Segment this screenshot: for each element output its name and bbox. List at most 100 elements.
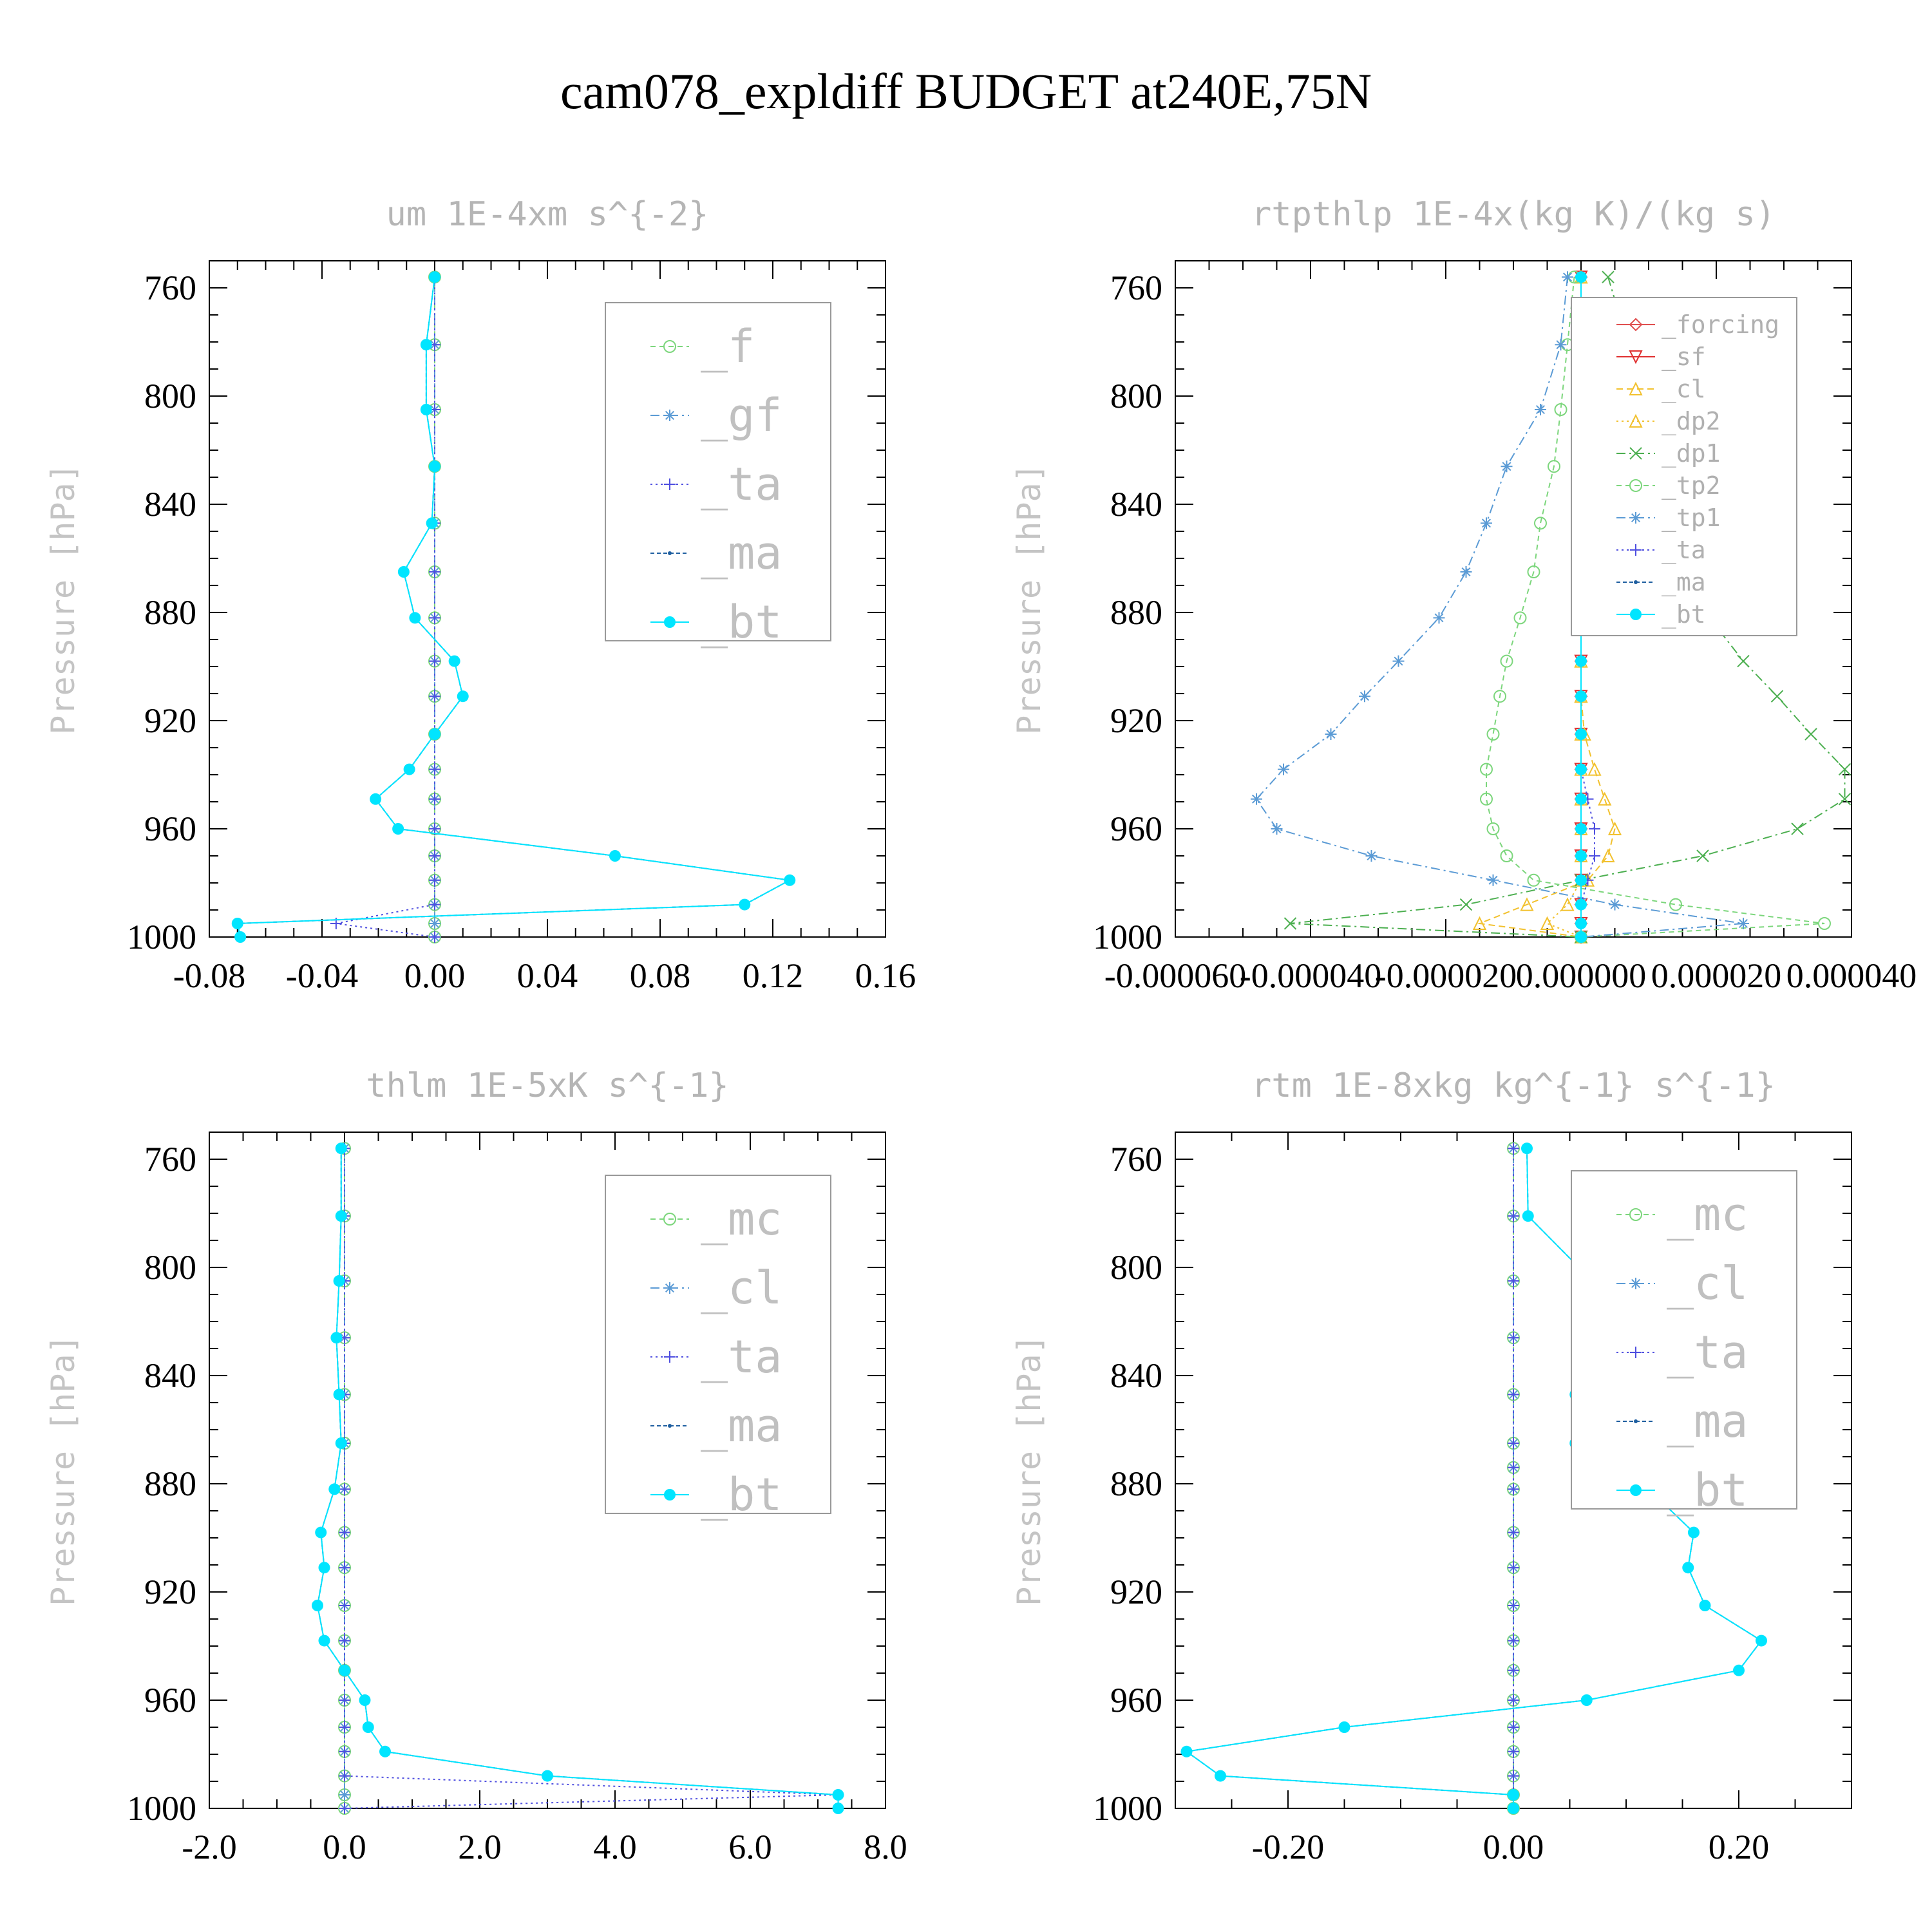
y-tick-label: 920 (1110, 701, 1162, 740)
series-line-bt (236, 277, 792, 938)
data-point-bt (1733, 1664, 1745, 1676)
x-tick-label: -0.08 (173, 956, 245, 995)
data-point-dp1 (1283, 917, 1297, 930)
data-point-bt (1508, 1803, 1519, 1814)
data-point-ta (429, 793, 440, 805)
data-point-ta (429, 612, 440, 624)
data-point-tp1 (1251, 793, 1262, 805)
legend-marker (668, 551, 672, 555)
x-tick-label: 0.04 (517, 956, 578, 995)
data-point-dp2 (1540, 916, 1555, 930)
legend-box (605, 1175, 831, 1514)
panel-title: thlm 1E-5xK s^{-1} (366, 1066, 729, 1105)
data-point-ta (1589, 823, 1600, 835)
data-point-ta (1508, 1562, 1519, 1574)
data-point-bt (1699, 1600, 1711, 1611)
legend-marker (664, 478, 676, 490)
data-point-tp1 (1433, 612, 1445, 624)
data-point-bt (1575, 931, 1587, 943)
data-point-bt (429, 460, 440, 473)
data-point-bt (1575, 874, 1587, 886)
data-point-ta (339, 1745, 350, 1757)
data-point-ta (1508, 1437, 1519, 1449)
data-point-tp2 (1818, 917, 1831, 930)
data-point-ta (339, 1721, 350, 1733)
data-point-tp2 (1534, 516, 1547, 530)
data-point-tp1 (1392, 655, 1405, 667)
legend-marker (1634, 1419, 1638, 1423)
data-point-ta (339, 1600, 350, 1611)
data-point-ta (339, 1770, 350, 1782)
legend-marker (1629, 317, 1643, 332)
y-axis-label: Pressure [hPa] (44, 1334, 82, 1605)
x-tick-label: 0.12 (743, 956, 804, 995)
data-point-tp1 (1271, 823, 1283, 835)
y-tick-label: 880 (144, 1464, 196, 1503)
data-point-ta (1508, 1275, 1519, 1287)
data-point-bt (1756, 1634, 1767, 1647)
legend-label: _mc (1667, 1188, 1748, 1241)
data-point-tp2 (1480, 792, 1493, 806)
data-point-tp1 (1555, 339, 1567, 351)
y-tick-label: 840 (144, 1356, 196, 1395)
y-tick-label: 760 (1110, 1140, 1162, 1179)
y-axis-label: Pressure [hPa] (44, 463, 82, 734)
y-tick-label: 960 (1110, 1681, 1162, 1719)
data-point-bt (392, 823, 404, 835)
series-line-bt (316, 1148, 839, 1808)
data-point-tp2 (1486, 728, 1500, 741)
legend-marker (663, 1213, 676, 1226)
y-tick-label: 840 (1110, 1356, 1162, 1395)
data-point-dp1 (1791, 822, 1804, 835)
data-point-dp2 (1560, 897, 1575, 911)
data-point-ta (1508, 1664, 1519, 1676)
data-point-ta (1508, 1600, 1519, 1611)
data-point-bt (1575, 793, 1587, 805)
series-line-ta (336, 277, 435, 938)
legend-marker (1630, 1484, 1642, 1496)
data-point-bt (318, 1562, 330, 1574)
x-tick-label: -0.04 (286, 956, 358, 995)
legend-box (1571, 1170, 1797, 1510)
legend-label: _bt (701, 1468, 782, 1521)
data-point-bt (1215, 1770, 1226, 1782)
data-point-bt (448, 655, 460, 667)
data-point-bt (1508, 1789, 1519, 1801)
data-point-bt (1575, 655, 1587, 667)
x-tick-label: 8.0 (864, 1828, 907, 1866)
data-point-ta (1508, 1388, 1519, 1401)
data-point-ta (339, 1694, 350, 1706)
data-point-ta (429, 931, 440, 943)
y-axis-label: Pressure [hPa] (1010, 1334, 1048, 1605)
data-point-ta (429, 898, 440, 911)
chart-panel-bottom-left: 760 800 840 880 920 960 1000-2.0 0.0 2.0 4.0 6.0 8.… (44, 1066, 907, 1866)
data-point-tp1 (1487, 874, 1499, 886)
legend-label: _gf (701, 389, 782, 442)
x-tick-label: 0.00 (404, 956, 466, 995)
data-point-tp2 (1500, 654, 1513, 668)
legend-marker (1629, 413, 1643, 428)
data-point-bt (1338, 1721, 1350, 1733)
data-point-bt (1522, 1210, 1534, 1222)
data-point-bt (420, 339, 432, 351)
data-point-bt (1575, 763, 1587, 775)
legend-marker (1630, 1347, 1642, 1358)
data-point-cl (1607, 821, 1622, 835)
data-point-ta (1508, 1694, 1519, 1706)
panel-title: rtm 1E-8xkg kg^{-1} s^{-1} (1251, 1066, 1776, 1105)
data-point-tp1 (1501, 460, 1513, 473)
data-point-dp1 (1770, 690, 1784, 703)
legend-label: _cl (1667, 1257, 1748, 1310)
legend-label: _dp2 (1662, 407, 1721, 436)
data-point-ta (429, 690, 440, 703)
legend-marker (664, 410, 676, 421)
data-point-cl (339, 1789, 350, 1801)
data-point-bt (339, 1664, 350, 1676)
data-point-bt (1575, 690, 1587, 703)
legend-marker (664, 616, 676, 628)
x-tick-label: 0.16 (855, 956, 916, 995)
data-point-ta (339, 1483, 350, 1495)
x-tick-label: -0.000020 (1375, 956, 1517, 995)
data-point-bt (328, 1483, 341, 1495)
